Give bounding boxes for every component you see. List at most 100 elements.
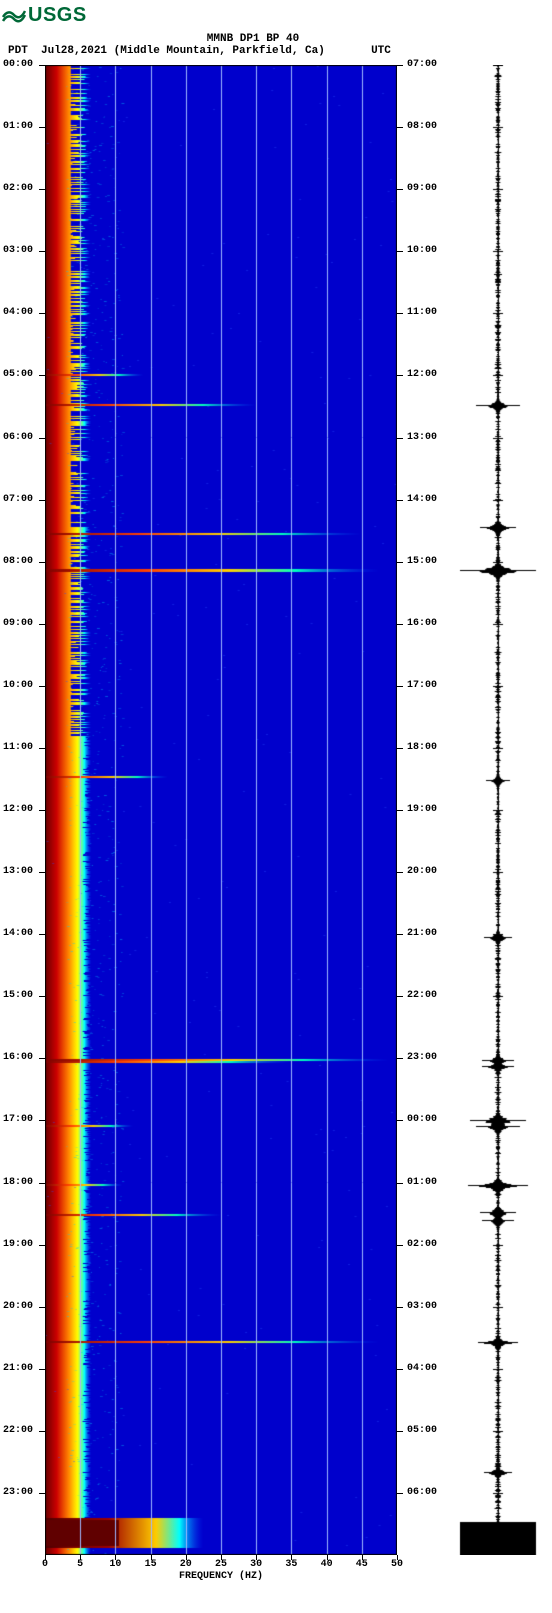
pdt-tick-22: 22:00: [3, 1425, 33, 1436]
freq-tickline: [221, 1555, 222, 1560]
pdt-tick-15: 15:00: [3, 990, 33, 1001]
freq-tick-3: 15: [145, 1559, 157, 1570]
pdt-tickline: [39, 1058, 45, 1059]
main-plot-container: 00:00 01:00 02:00 03:00 04:00 05:00 06:00 07:00…: [0, 65, 552, 1595]
freq-tick-6: 30: [250, 1559, 262, 1570]
pdt-tickline: [39, 686, 45, 687]
pdt-tick-7: 07:00: [3, 494, 33, 505]
freq-tickline: [362, 1555, 363, 1560]
utc-tickline: [397, 810, 403, 811]
freq-tickline: [291, 1555, 292, 1560]
utc-tickline: [397, 1245, 403, 1246]
freq-tickline: [397, 1555, 398, 1560]
pdt-tickline: [39, 1493, 45, 1494]
utc-tick-1: 08:00: [407, 121, 437, 132]
frequency-axis-label: FREQUENCY (HZ): [45, 1571, 397, 1582]
utc-tick-15: 22:00: [407, 990, 437, 1001]
header-tz-right: UTC: [371, 45, 391, 57]
header-title: MMNB DP1 BP 40: [53, 33, 453, 45]
utc-tickline: [397, 872, 403, 873]
utc-tick-18: 01:00: [407, 1177, 437, 1188]
usgs-logo: USGS: [0, 0, 552, 31]
utc-tick-20: 03:00: [407, 1301, 437, 1312]
pdt-tick-23: 23:00: [3, 1487, 33, 1498]
utc-tickline: [397, 748, 403, 749]
freq-tick-7: 35: [285, 1559, 297, 1570]
utc-tick-21: 04:00: [407, 1363, 437, 1374]
freq-tick-5: 25: [215, 1559, 227, 1570]
pdt-tickline: [39, 127, 45, 128]
spectrogram-plot: [45, 65, 397, 1555]
utc-tick-8: 15:00: [407, 556, 437, 567]
freq-tick-1: 5: [77, 1559, 83, 1570]
utc-tickline: [397, 1183, 403, 1184]
pdt-tickline: [39, 438, 45, 439]
pdt-tick-10: 10:00: [3, 680, 33, 691]
utc-tickline: [397, 934, 403, 935]
pdt-tick-12: 12:00: [3, 804, 33, 815]
pdt-tick-13: 13:00: [3, 866, 33, 877]
pdt-tickline: [39, 748, 45, 749]
utc-tick-10: 17:00: [407, 680, 437, 691]
pdt-tickline: [39, 624, 45, 625]
pdt-tick-0: 00:00: [3, 59, 33, 70]
freq-tickline: [151, 1555, 152, 1560]
utc-tickline: [397, 1431, 403, 1432]
freq-tickline: [45, 1555, 46, 1560]
pdt-tick-18: 18:00: [3, 1177, 33, 1188]
pdt-tick-20: 20:00: [3, 1301, 33, 1312]
utc-tick-11: 18:00: [407, 742, 437, 753]
utc-tick-6: 13:00: [407, 432, 437, 443]
utc-tick-22: 05:00: [407, 1425, 437, 1436]
utc-tick-13: 20:00: [407, 866, 437, 877]
pdt-tick-5: 05:00: [3, 369, 33, 380]
utc-tick-2: 09:00: [407, 183, 437, 194]
utc-tickline: [397, 127, 403, 128]
pdt-tickline: [39, 562, 45, 563]
pdt-tick-4: 04:00: [3, 307, 33, 318]
freq-tickline: [80, 1555, 81, 1560]
utc-tick-4: 11:00: [407, 307, 437, 318]
utc-tick-7: 14:00: [407, 494, 437, 505]
utc-tickline: [397, 251, 403, 252]
utc-tick-14: 21:00: [407, 928, 437, 939]
freq-tickline: [327, 1555, 328, 1560]
utc-tickline: [397, 624, 403, 625]
utc-tickline: [397, 438, 403, 439]
utc-tickline: [397, 686, 403, 687]
pdt-tickline: [39, 65, 45, 66]
utc-tick-23: 06:00: [407, 1487, 437, 1498]
pdt-tickline: [39, 872, 45, 873]
freq-tickline: [115, 1555, 116, 1560]
pdt-tickline: [39, 1120, 45, 1121]
seismogram-waveform: [458, 65, 538, 1555]
freq-tickline: [186, 1555, 187, 1560]
freq-tick-2: 10: [109, 1559, 121, 1570]
pdt-tickline: [39, 1431, 45, 1432]
utc-tickline: [397, 1058, 403, 1059]
pdt-tick-8: 08:00: [3, 556, 33, 567]
pdt-tick-9: 09:00: [3, 618, 33, 629]
pdt-tickline: [39, 251, 45, 252]
utc-tick-3: 10:00: [407, 245, 437, 256]
pdt-tickline: [39, 375, 45, 376]
pdt-tick-2: 02:00: [3, 183, 33, 194]
pdt-tickline: [39, 1369, 45, 1370]
utc-tick-17: 00:00: [407, 1114, 437, 1125]
pdt-tick-6: 06:00: [3, 432, 33, 443]
utc-tickline: [397, 375, 403, 376]
freq-tick-0: 0: [42, 1559, 48, 1570]
pdt-tickline: [39, 1183, 45, 1184]
pdt-tickline: [39, 934, 45, 935]
pdt-tickline: [39, 810, 45, 811]
pdt-tick-21: 21:00: [3, 1363, 33, 1374]
pdt-tickline: [39, 313, 45, 314]
usgs-wave-icon: [2, 7, 26, 25]
freq-tick-8: 40: [321, 1559, 333, 1570]
usgs-logo-text: USGS: [28, 4, 87, 27]
utc-tick-12: 19:00: [407, 804, 437, 815]
utc-tickline: [397, 313, 403, 314]
freq-tickline: [256, 1555, 257, 1560]
pdt-tick-11: 11:00: [3, 742, 33, 753]
freq-tick-9: 45: [356, 1559, 368, 1570]
